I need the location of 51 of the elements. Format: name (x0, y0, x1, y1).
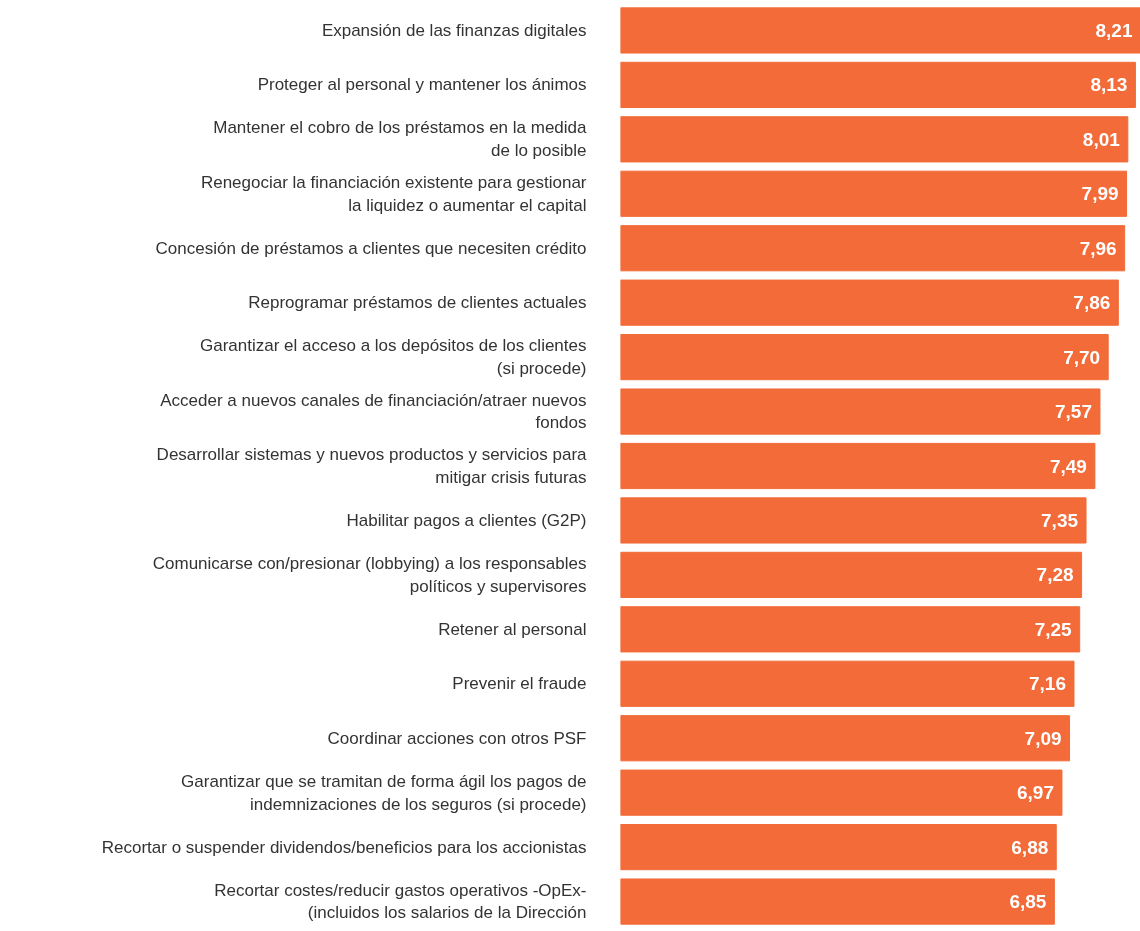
y-tick-label: Recortar costes/reducir gastos operativos -OpEx- (incluidos los salarios de la Dirección (214, 880, 587, 923)
data-label: 7,16 (1029, 673, 1066, 695)
data-label: 7,28 (1036, 564, 1074, 586)
y-tick-label: Desarrollar sistemas y nuevos productos y servicios para mitigar crisis futuras (156, 445, 588, 487)
bar (620, 497, 1087, 544)
bar (620, 170, 1128, 217)
bar (620, 715, 1071, 762)
bar (620, 606, 1081, 653)
y-tick-label: Recortar o suspender dividendos/beneficios para los accionistas (101, 837, 587, 857)
data-label: 7,49 (1049, 455, 1087, 477)
y-tick-label: Mantener el cobro de los préstamos en la medida de lo posible (213, 118, 588, 161)
y-tick-label: Expansión de las finanzas digitales (321, 20, 587, 40)
y-tick-label: Prevenir el fraude (452, 674, 587, 694)
data-label: 8,01 (1082, 128, 1121, 150)
y-tick-label: Renegociar la financiación existente para gestionar la liquidez o aumentar el capital (200, 172, 587, 215)
data-label: 6,85 (1009, 891, 1047, 913)
data-label: 7,99 (1081, 183, 1119, 205)
y-tick-label: Garantizar que se tramitan de forma ágil los pagos de indemnizaciones de los seguros (si procede) (181, 771, 587, 814)
data-label: 7,57 (1054, 401, 1092, 423)
data-label: 7,86 (1073, 292, 1111, 314)
bar (620, 660, 1075, 707)
y-tick-label: Proteger al personal y mantener los ánimos (257, 75, 587, 95)
data-label: 7,96 (1079, 237, 1117, 259)
data-label: 7,70 (1063, 346, 1101, 368)
y-tick-label: Retener al personal (438, 619, 587, 639)
data-label: 8,21 (1095, 19, 1133, 41)
bar (620, 279, 1119, 326)
bar (620, 334, 1109, 381)
bar (620, 388, 1101, 435)
bar (620, 225, 1126, 272)
y-tick-label: Acceder a nuevos canales de financiación/atraer nuevos fondos (160, 390, 587, 433)
y-tick-label: Concesión de préstamos a clientes que necesiten crédito (155, 238, 587, 258)
data-label: 7,25 (1034, 618, 1073, 640)
bar (620, 116, 1129, 163)
data-label: 6,97 (1016, 782, 1054, 804)
y-tick-label: Reprogramar préstamos de clientes actuales (248, 293, 587, 313)
bar (620, 7, 1140, 54)
bar (620, 878, 1055, 925)
data-label: 6,88 (1011, 836, 1049, 858)
y-tick-label: Garantizar el acceso a los depósitos de los clientes (si procede) (200, 336, 587, 379)
bar (620, 442, 1096, 490)
bar (620, 824, 1057, 871)
y-tick-label: Coordinar acciones con otros PSF (327, 728, 587, 748)
data-label: 7,35 (1041, 509, 1079, 531)
data-label: 7,09 (1024, 727, 1062, 749)
bar (620, 551, 1083, 598)
y-tick-label: Comunicarse con/presionar (lobbying) a los responsables políticos y supervisores (152, 553, 587, 596)
y-tick-label: Habilitar pagos a clientes (G2P) (346, 510, 587, 530)
bar (620, 61, 1136, 108)
bar (620, 769, 1063, 816)
data-label: 8,13 (1090, 74, 1128, 96)
